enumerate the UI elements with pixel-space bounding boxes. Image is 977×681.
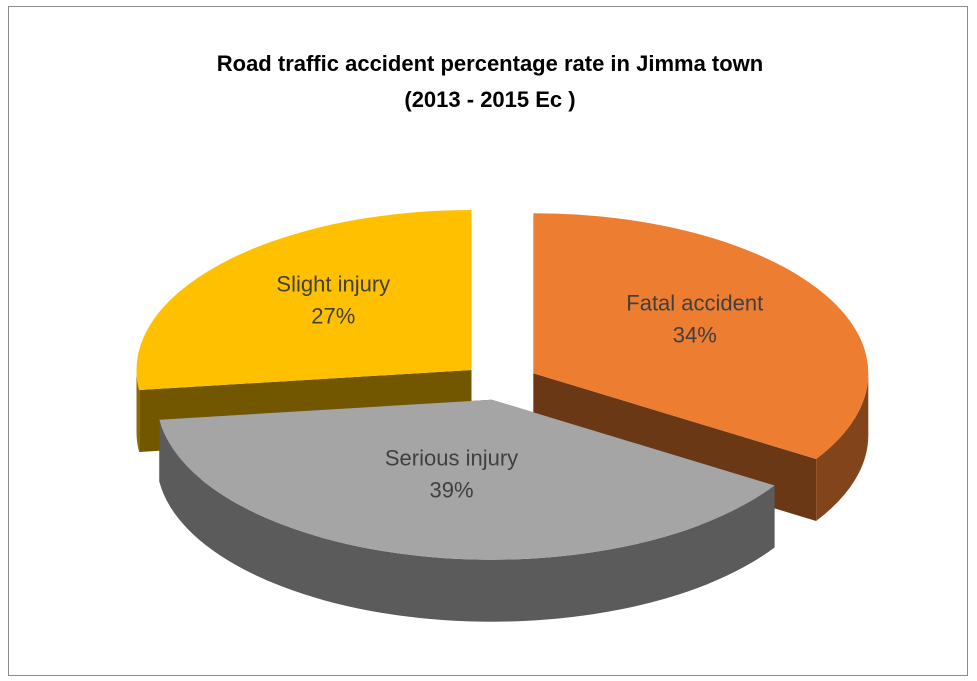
- pie-slice: [159, 399, 775, 560]
- chart-title: Road traffic accident percentage rate in…: [217, 51, 763, 76]
- slice-side: [159, 419, 775, 622]
- data-label: Slight injury: [276, 272, 390, 297]
- pie-slice: [136, 209, 472, 391]
- data-label: Serious injury: [385, 445, 518, 470]
- data-label: 34%: [673, 323, 717, 348]
- slice-side: [136, 369, 140, 453]
- data-label: Fatal accident: [626, 291, 763, 316]
- data-label: 27%: [311, 304, 355, 329]
- slice-side: [816, 373, 869, 521]
- chart-title: (2013 - 2015 Ec ): [404, 87, 575, 112]
- data-label: 39%: [429, 477, 473, 502]
- pie-slice: [533, 213, 869, 459]
